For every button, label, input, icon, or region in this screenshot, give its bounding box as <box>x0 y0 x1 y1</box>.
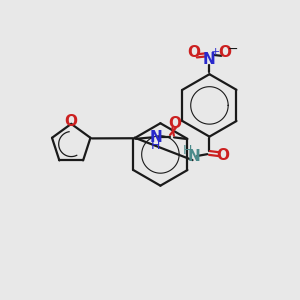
Text: O: O <box>168 116 181 131</box>
Text: +: + <box>211 47 220 57</box>
Text: H: H <box>150 139 160 152</box>
Text: N: N <box>187 149 200 164</box>
Text: O: O <box>188 45 200 60</box>
Text: −: − <box>228 43 238 56</box>
Text: O: O <box>218 45 231 60</box>
Text: N: N <box>149 130 162 145</box>
Text: N: N <box>203 52 216 67</box>
Text: O: O <box>65 114 78 129</box>
Text: H: H <box>183 143 192 157</box>
Text: O: O <box>216 148 229 164</box>
